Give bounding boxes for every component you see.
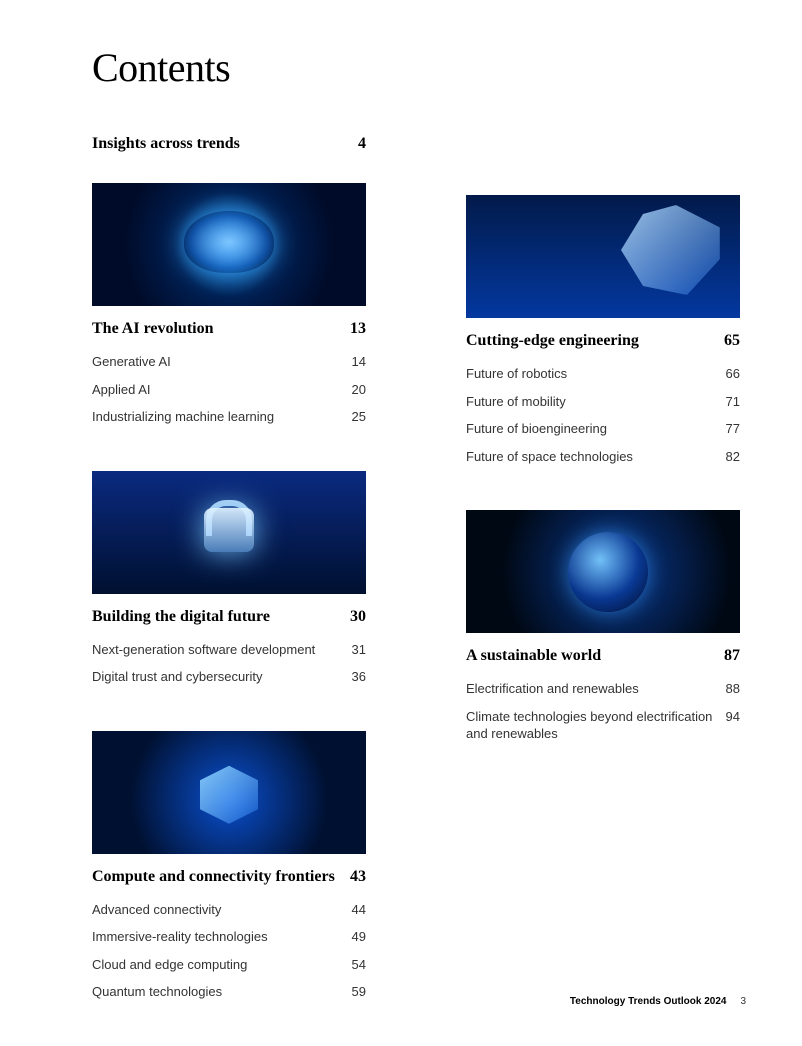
toc-item[interactable]: Next-generation software development31: [92, 636, 366, 664]
toc-item[interactable]: Generative AI14: [92, 348, 366, 376]
cube-image: [92, 731, 366, 854]
intro-page: 4: [358, 135, 366, 153]
intro-row[interactable]: Insights across trends 4: [92, 135, 366, 153]
section-page: 65: [724, 332, 740, 350]
toc-item[interactable]: Advanced connectivity44: [92, 896, 366, 924]
toc-item[interactable]: Climate technologies beyond electrificat…: [466, 703, 740, 748]
footer: Technology Trends Outlook 2024 3: [570, 996, 746, 1007]
toc-item-page: 59: [352, 983, 366, 1001]
section-header[interactable]: Compute and connectivity frontiers 43: [92, 868, 366, 886]
footer-label: Technology Trends Outlook 2024: [570, 996, 727, 1007]
toc-item-label: Future of robotics: [466, 365, 726, 383]
toc-item-label: Future of space technologies: [466, 448, 726, 466]
section-header[interactable]: Cutting-edge engineering 65: [466, 332, 740, 350]
toc-section: Compute and connectivity frontiers 43 Adva…: [92, 731, 366, 1006]
page: Contents Insights across trends 4 The AI…: [0, 0, 802, 1037]
section-title: A sustainable world: [466, 647, 601, 665]
robot-image: [466, 195, 740, 318]
toc-item-label: Immersive-reality technologies: [92, 928, 352, 946]
section-page: 13: [350, 320, 366, 338]
toc-item-page: 14: [352, 353, 366, 371]
toc-item[interactable]: Immersive-reality technologies49: [92, 923, 366, 951]
section-title: Building the digital future: [92, 608, 270, 626]
section-header[interactable]: A sustainable world 87: [466, 647, 740, 665]
toc-item-page: 94: [726, 708, 740, 726]
section-page: 43: [350, 868, 366, 886]
toc-item-page: 49: [352, 928, 366, 946]
toc-item-page: 44: [352, 901, 366, 919]
toc-item-page: 82: [726, 448, 740, 466]
toc-item-label: Applied AI: [92, 381, 352, 399]
toc-item[interactable]: Electrification and renewables88: [466, 675, 740, 703]
toc-item[interactable]: Applied AI20: [92, 376, 366, 404]
toc-item-page: 66: [726, 365, 740, 383]
toc-item-label: Cloud and edge computing: [92, 956, 352, 974]
toc-item-label: Future of bioengineering: [466, 420, 726, 438]
toc-item-label: Advanced connectivity: [92, 901, 352, 919]
toc-item-label: Next-generation software development: [92, 641, 352, 659]
toc-item[interactable]: Digital trust and cybersecurity36: [92, 663, 366, 691]
section-header[interactable]: Building the digital future 30: [92, 608, 366, 626]
left-column: Insights across trends 4 The AI revoluti…: [92, 135, 366, 1046]
toc-item-label: Climate technologies beyond electrificat…: [466, 708, 726, 743]
toc-item[interactable]: Quantum technologies59: [92, 978, 366, 1006]
toc-item[interactable]: Future of bioengineering77: [466, 415, 740, 443]
toc-item-page: 31: [352, 641, 366, 659]
lock-image: [92, 471, 366, 594]
section-title: Compute and connectivity frontiers: [92, 868, 335, 886]
toc-item-page: 20: [352, 381, 366, 399]
toc-item-label: Generative AI: [92, 353, 352, 371]
toc-item-label: Digital trust and cybersecurity: [92, 668, 352, 686]
section-page: 87: [724, 647, 740, 665]
toc-item-label: Quantum technologies: [92, 983, 352, 1001]
columns: Insights across trends 4 The AI revoluti…: [92, 135, 742, 1046]
right-column: Cutting-edge engineering 65 Future of robo…: [466, 135, 740, 1046]
brain-image: [92, 183, 366, 306]
section-page: 30: [350, 608, 366, 626]
toc-item-label: Electrification and renewables: [466, 680, 726, 698]
toc-item[interactable]: Future of space technologies82: [466, 443, 740, 471]
toc-section: A sustainable world 87 Electrification and…: [466, 510, 740, 748]
footer-page: 3: [740, 996, 746, 1007]
toc-item-page: 71: [726, 393, 740, 411]
toc-item[interactable]: Cloud and edge computing54: [92, 951, 366, 979]
image-glow: [92, 183, 366, 306]
toc-item[interactable]: Future of mobility71: [466, 388, 740, 416]
section-header[interactable]: The AI revolution 13: [92, 320, 366, 338]
toc-section: The AI revolution13Generative AI14Applie…: [92, 183, 366, 431]
toc-item-page: 88: [726, 680, 740, 698]
toc-item-page: 36: [352, 668, 366, 686]
toc-section: Cutting-edge engineering 65 Future of robo…: [466, 195, 740, 470]
toc-section: Building the digital future 30 Next-genera…: [92, 471, 366, 691]
toc-item-page: 25: [352, 408, 366, 426]
toc-item-page: 54: [352, 956, 366, 974]
toc-item-label: Future of mobility: [466, 393, 726, 411]
toc-item-label: Industrializing machine learning: [92, 408, 352, 426]
toc-item[interactable]: Industrializing machine learning25: [92, 403, 366, 431]
section-title: The AI revolution: [92, 320, 214, 338]
page-title: Contents: [92, 44, 742, 91]
toc-item[interactable]: Future of robotics66: [466, 360, 740, 388]
toc-item-page: 77: [726, 420, 740, 438]
intro-label: Insights across trends: [92, 135, 240, 153]
section-title: Cutting-edge engineering: [466, 332, 639, 350]
globe-image: [466, 510, 740, 633]
